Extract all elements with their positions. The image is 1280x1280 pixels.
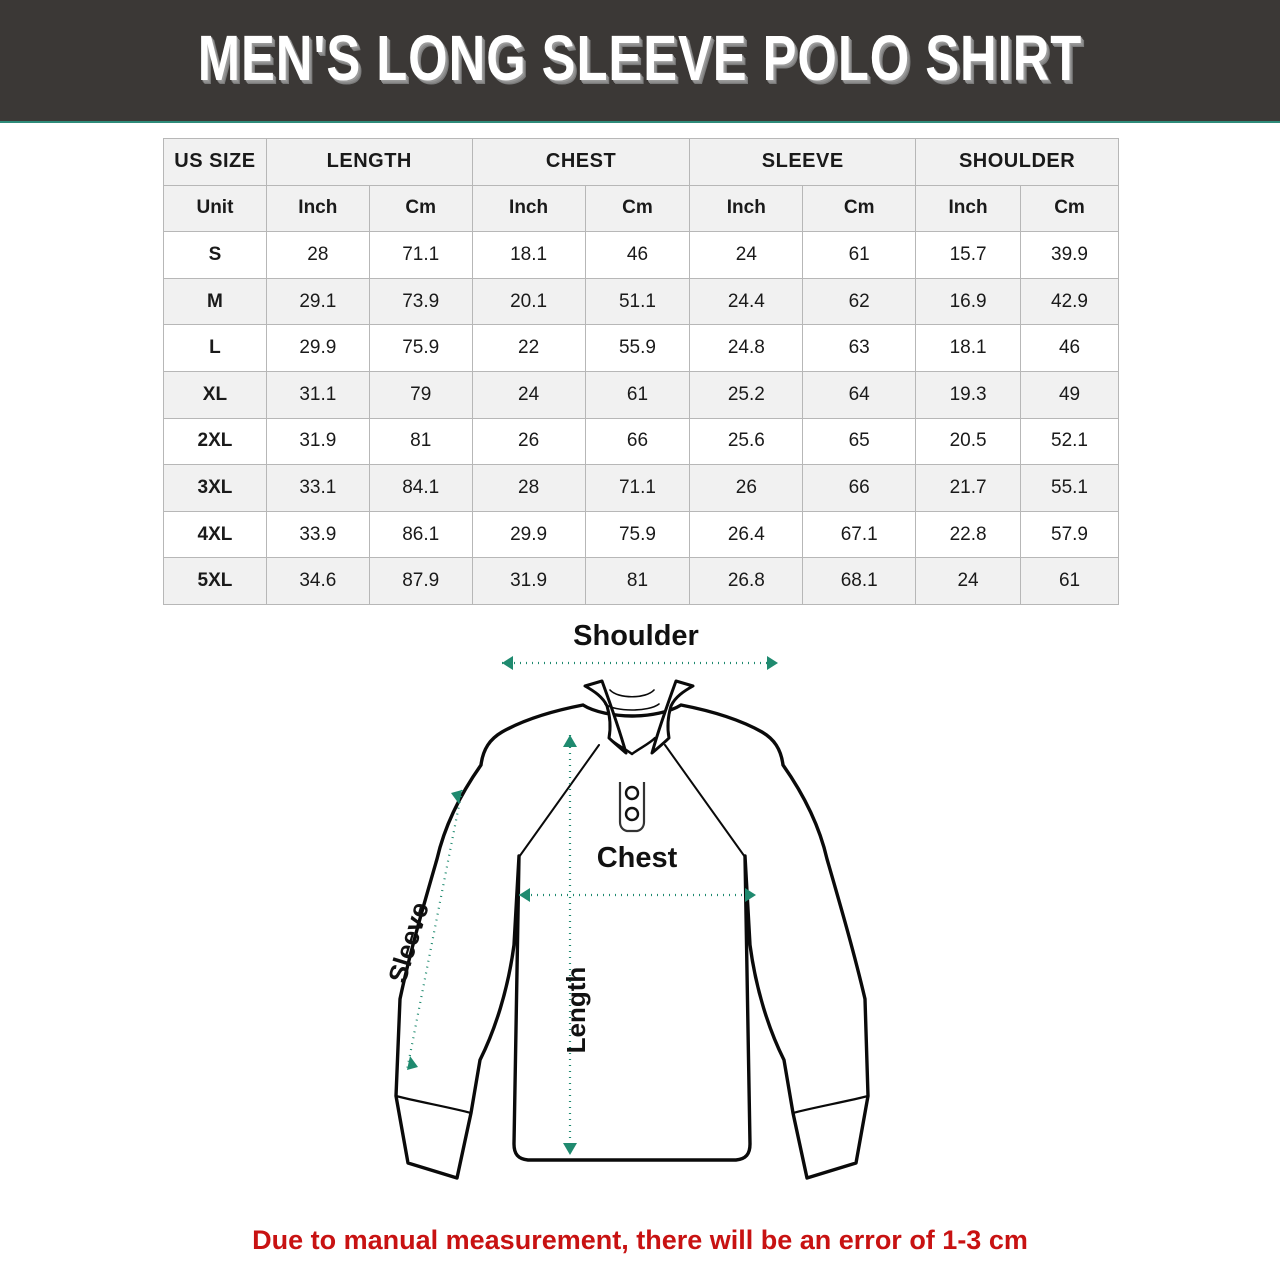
svg-text:Length: Length: [561, 967, 591, 1054]
svg-text:Shoulder: Shoulder: [573, 620, 699, 652]
svg-text:Chest: Chest: [597, 842, 678, 874]
